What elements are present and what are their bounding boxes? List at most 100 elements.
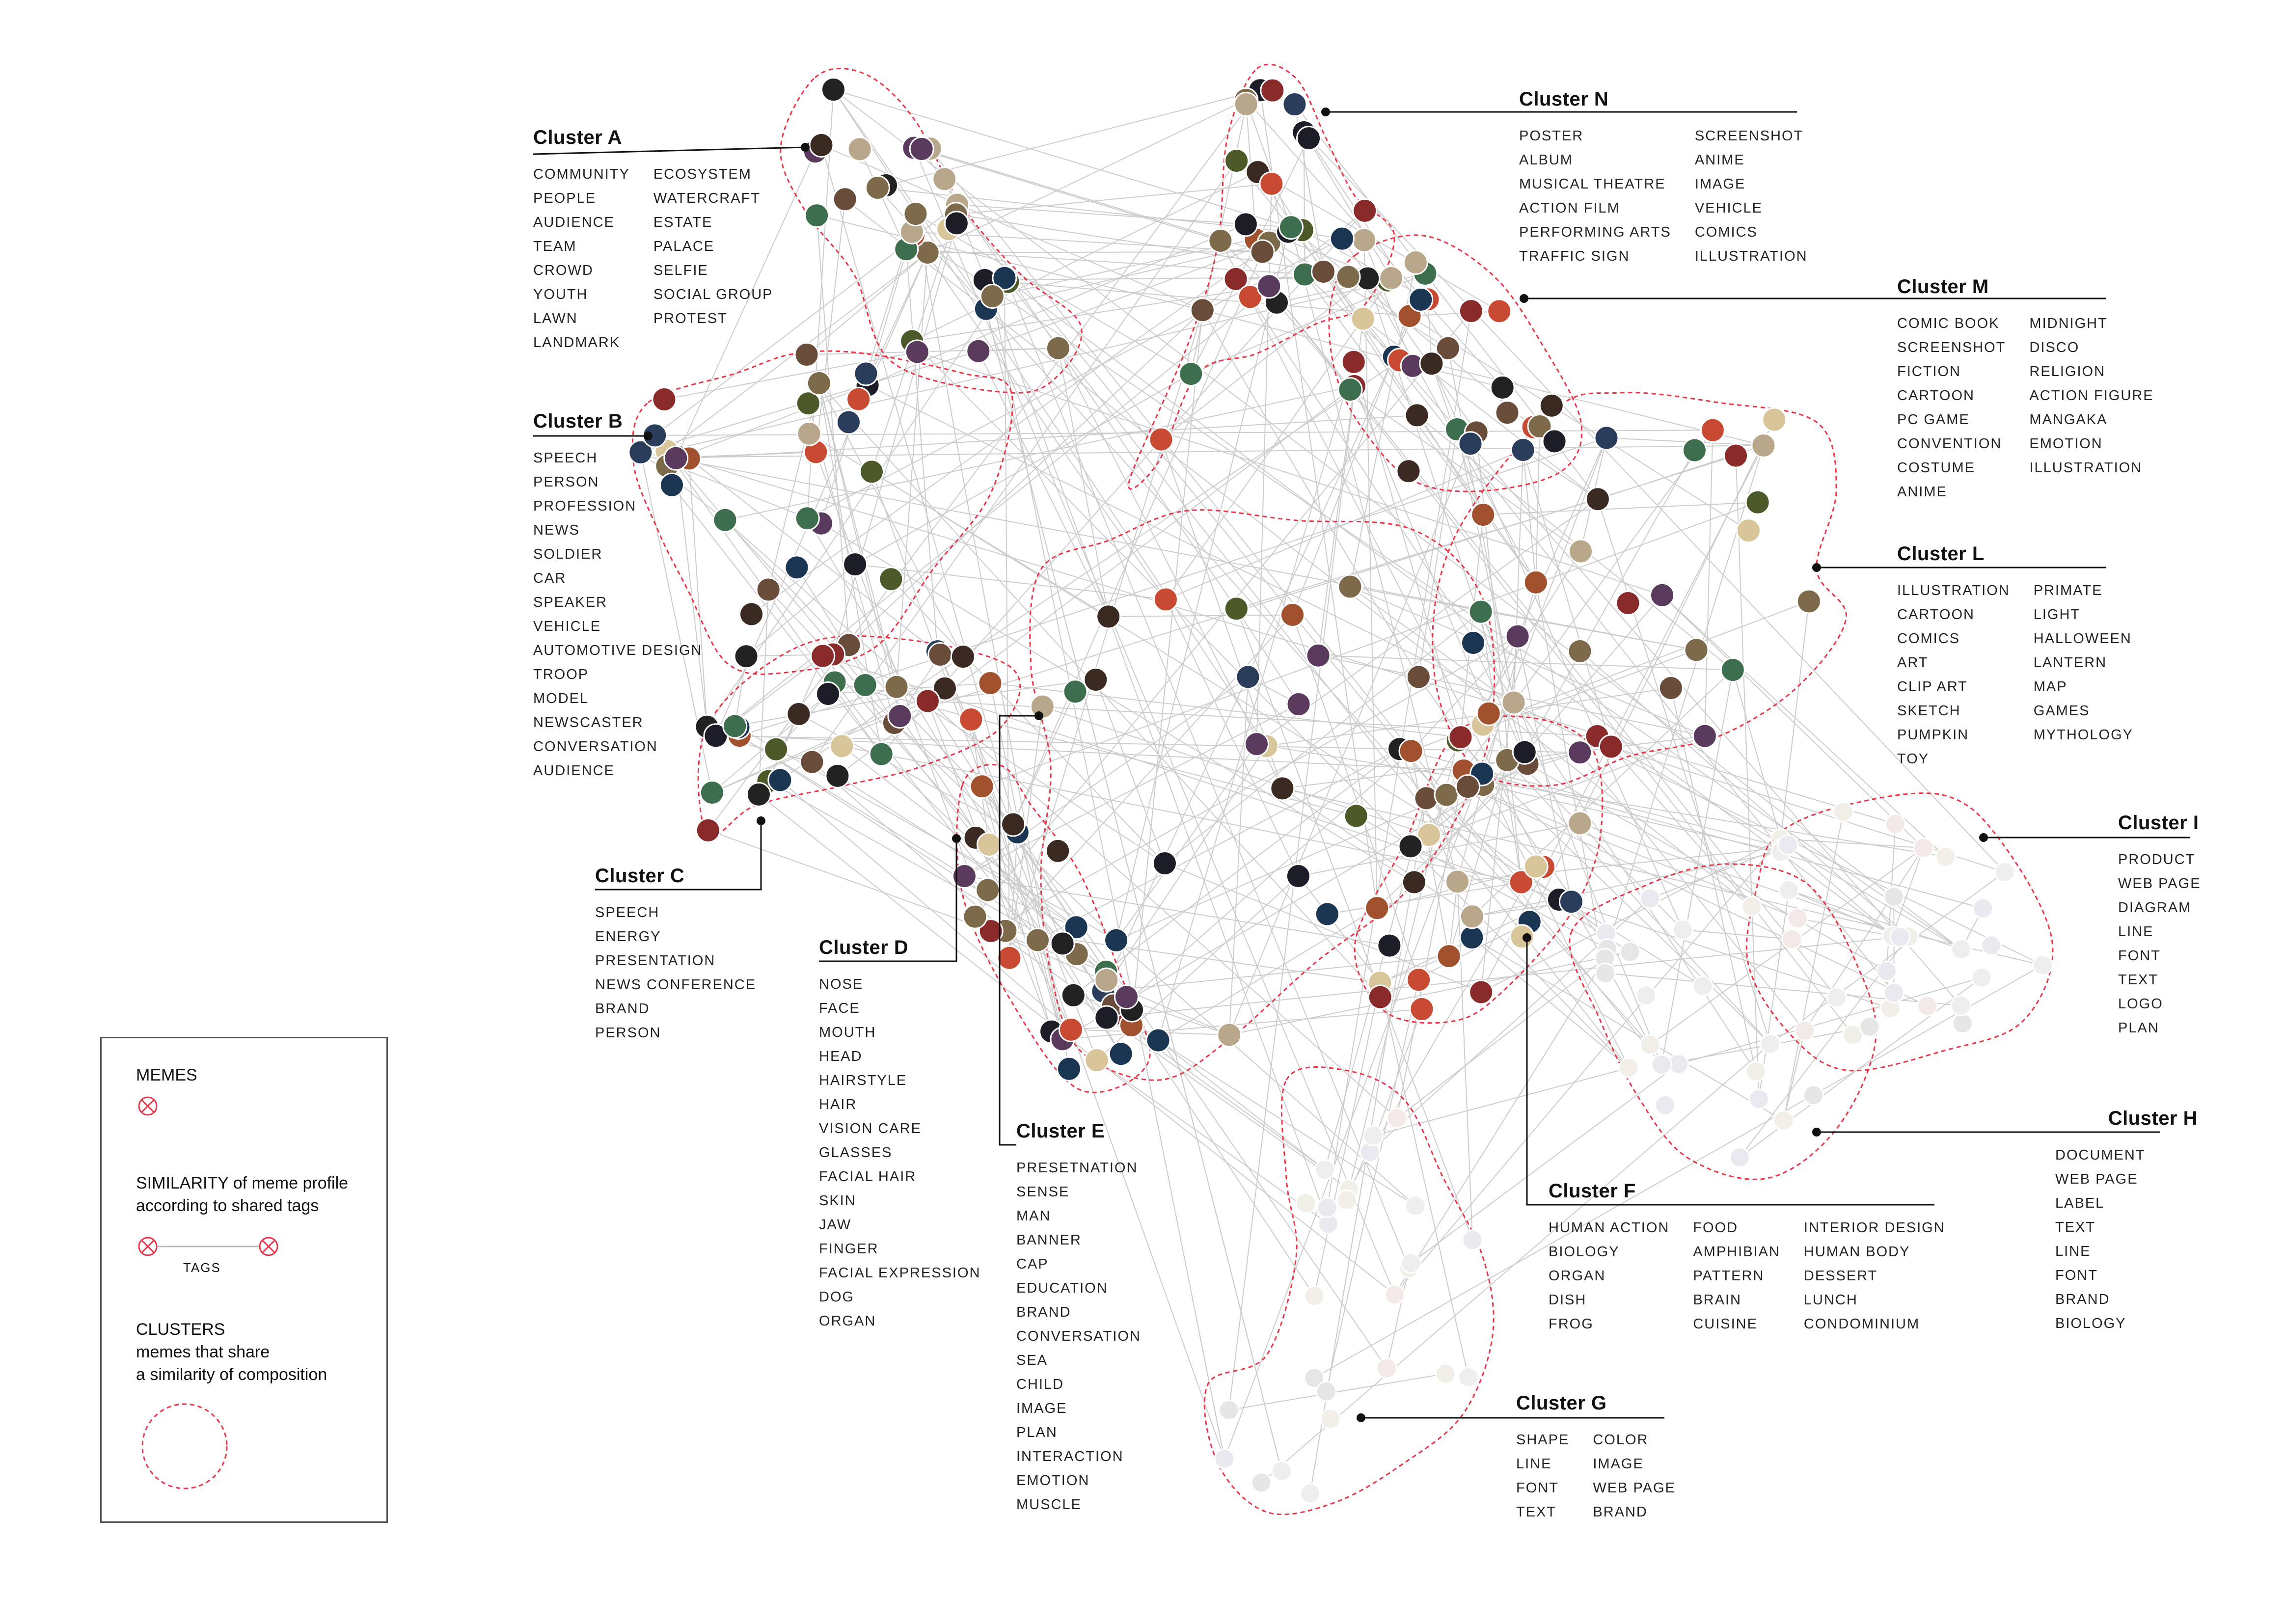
- similarity-edge: [822, 655, 1891, 1009]
- cluster-tag: YOUTH: [533, 287, 588, 302]
- cluster-tag: BRAIN: [1693, 1292, 1741, 1308]
- meme-node: [1883, 886, 1904, 908]
- similarity-edge: [1058, 348, 1283, 789]
- similarity-edge: [821, 145, 1018, 833]
- meme-node: [1400, 1252, 1422, 1274]
- similarity-edge: [1517, 636, 1572, 902]
- similarity-edge: [1399, 749, 1522, 883]
- cluster-h-anchor-dot: [1812, 1128, 1821, 1137]
- similarity-link-icon: [138, 1237, 278, 1256]
- meme-node: [1751, 433, 1776, 458]
- meme-node: [904, 339, 930, 365]
- similarity-edge: [798, 713, 1018, 833]
- cluster-tag: GLASSES: [819, 1145, 893, 1161]
- cluster-tag: PRESETNATION: [1016, 1160, 1138, 1176]
- meme-node: [1917, 995, 1938, 1017]
- meme-node: [1306, 643, 1331, 668]
- cluster-tag: CHILD: [1016, 1377, 1064, 1392]
- meme-node: [1398, 834, 1423, 859]
- cluster-title: Cluster A: [533, 127, 622, 148]
- cluster-title: Cluster D: [819, 937, 909, 958]
- cluster-tag: MUSCLE: [1016, 1497, 1082, 1513]
- meme-nodes: [628, 77, 2053, 1504]
- cluster-l-anchor-dot: [1812, 563, 1821, 572]
- meme-node: [1208, 228, 1233, 253]
- cluster-b-outline: [631, 350, 1013, 675]
- cluster-title: Cluster N: [1519, 88, 1609, 110]
- similarity-edge: [1524, 450, 1695, 753]
- similarity-edge: [1102, 746, 1267, 992]
- similarity-edge: [911, 341, 1630, 1068]
- cluster-f-label: Cluster F HUMAN ACTION BIOLOGY ORGAN DISH FR…: [1549, 1180, 1945, 1336]
- meme-node: [1469, 979, 1494, 1005]
- meme-node: [1796, 589, 1822, 614]
- meme-node: [659, 472, 684, 498]
- legend-clusters-line2: a similarity of composition: [136, 1365, 327, 1384]
- similarity-edge: [1202, 310, 1419, 677]
- similarity-edge: [679, 384, 868, 458]
- cluster-tag: SELFIE: [653, 263, 708, 278]
- cluster-tag: CAR: [533, 570, 567, 586]
- meme-node: [1778, 879, 1800, 901]
- cluster-tag: ALBUM: [1519, 152, 1573, 168]
- similarity-edge: [664, 352, 918, 400]
- cluster-tag: AMPHIBIAN: [1693, 1244, 1780, 1260]
- similarity-edge: [1062, 1008, 1422, 1040]
- similarity-edge: [1789, 890, 1961, 950]
- similarity-edge: [964, 875, 1390, 947]
- cluster-g-label: Cluster G SHAPE LINE FONT TEXT COLOR IMAGE WEB…: [1516, 1392, 1676, 1524]
- similarity-edge: [1394, 838, 1781, 1295]
- cluster-b-anchor-dot: [644, 432, 653, 440]
- cluster-g-anchor-dot: [1357, 1413, 1365, 1422]
- cluster-tag: FONT: [1516, 1480, 1559, 1496]
- similarity-edge: [1527, 763, 1887, 972]
- meme-node: [1271, 1460, 1292, 1482]
- similarity-edge: [758, 589, 769, 795]
- meme-node: [1729, 1147, 1750, 1168]
- cluster-tag: SCREENSHOT: [1694, 128, 1804, 144]
- meme-node: [1329, 226, 1355, 251]
- cluster-tag: ECOSYSTEM: [653, 166, 752, 182]
- meme-node: [836, 409, 861, 435]
- meme-node: [1223, 266, 1249, 292]
- cluster-title: Cluster M: [1897, 276, 1989, 298]
- meme-node: [1280, 602, 1306, 627]
- meme-node: [1781, 928, 1803, 950]
- similarity-edge: [1411, 751, 1450, 956]
- meme-node: [1883, 982, 1905, 1003]
- cluster-tag: PRODUCT: [2118, 852, 2196, 867]
- similarity-edge: [905, 249, 938, 651]
- meme-node: [1096, 604, 1121, 629]
- tag-column: SPEECH PERSON PROFESSION NEWS SOLDIER CAR SPEA…: [533, 446, 702, 783]
- cluster-tag: IMAGE: [1593, 1456, 1644, 1472]
- similarity-edge: [848, 278, 1236, 646]
- similarity-edge: [1115, 743, 1257, 941]
- cluster-tag: FOOD: [1693, 1220, 1739, 1236]
- similarity-edge: [1303, 132, 1306, 275]
- similarity-edge: [833, 89, 1962, 950]
- meme-node: [1972, 897, 1994, 919]
- similarity-edge: [912, 171, 1258, 342]
- meme-node: [962, 904, 988, 929]
- similarity-edge: [1414, 595, 1663, 883]
- meme-node: [976, 832, 1002, 857]
- meme-node: [1859, 1016, 1880, 1038]
- tag-column: POSTER ALBUM MUSICAL THEATRE ACTION FILM PER…: [1519, 124, 1671, 269]
- meme-node: [1278, 215, 1304, 240]
- cluster-m-outline: [1328, 234, 1583, 492]
- cluster-tag: WEB PAGE: [2055, 1171, 2138, 1187]
- tag-list: COMMUNITY PEOPLE AUDIENCE TEAM CROWD YOUTH LAW…: [533, 162, 773, 355]
- cluster-tag: CUISINE: [1693, 1316, 1758, 1332]
- meme-node: [1025, 927, 1050, 953]
- tag-column: COLOR IMAGE WEB PAGE BRAND: [1593, 1428, 1676, 1524]
- similarity-edge: [992, 296, 1329, 1224]
- meme-node: [1316, 1197, 1338, 1218]
- similarity-edge: [1350, 586, 1697, 650]
- cluster-tag: PALACE: [653, 239, 715, 254]
- meme-node: [1505, 623, 1530, 649]
- meme-node: [992, 265, 1017, 291]
- cluster-tag: COMMUNITY: [533, 166, 630, 182]
- cluster-tag: PRESENTATION: [595, 953, 716, 969]
- cluster-tag: HUMAN ACTION: [1549, 1220, 1670, 1236]
- meme-node: [1337, 574, 1363, 599]
